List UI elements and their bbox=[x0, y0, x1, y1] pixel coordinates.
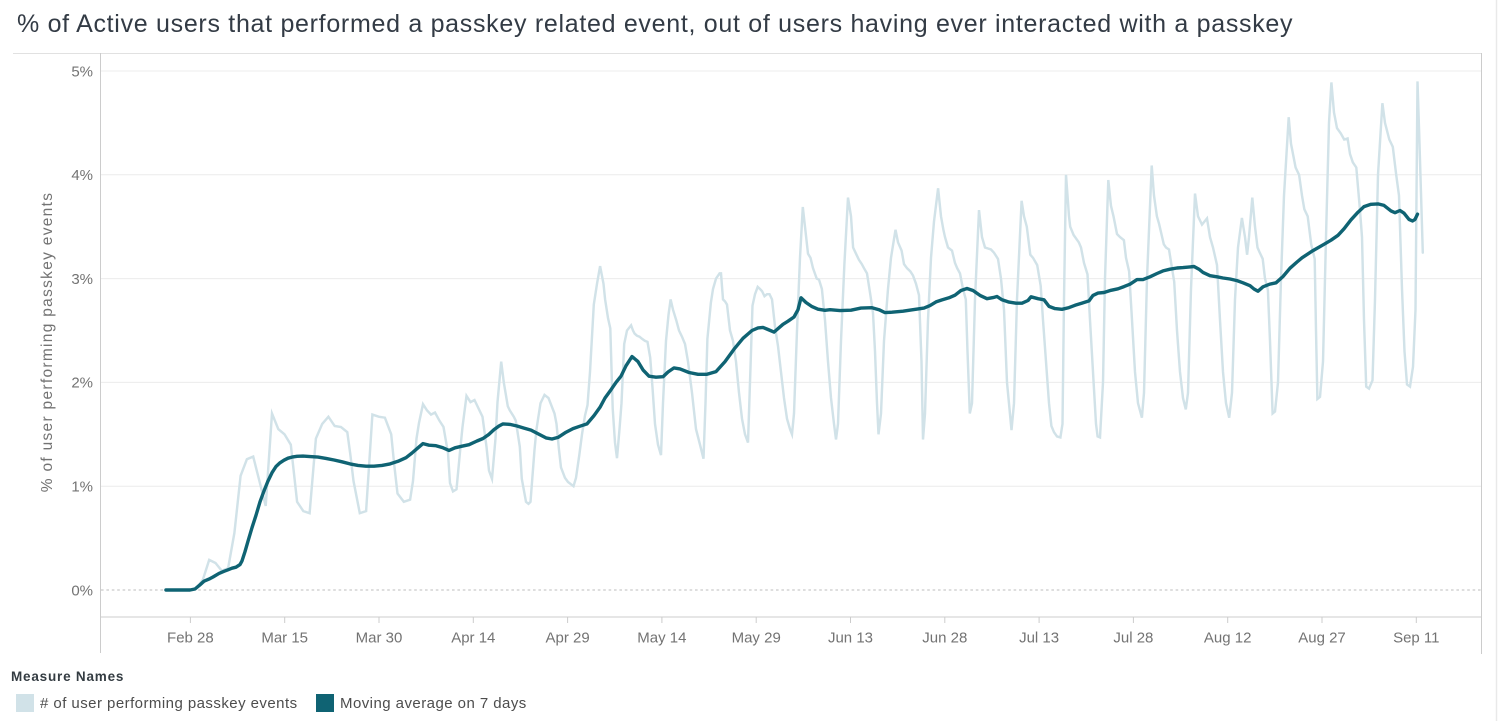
svg-text:1%: 1% bbox=[71, 479, 93, 496]
svg-text:Jun 28: Jun 28 bbox=[922, 629, 967, 646]
svg-text:Mar 15: Mar 15 bbox=[261, 629, 308, 646]
svg-text:Apr 29: Apr 29 bbox=[545, 629, 589, 646]
svg-text:Jun 13: Jun 13 bbox=[828, 629, 873, 646]
svg-text:Apr 14: Apr 14 bbox=[451, 629, 495, 646]
svg-text:Mar 30: Mar 30 bbox=[356, 629, 403, 646]
svg-text:2%: 2% bbox=[71, 375, 93, 392]
svg-text:5%: 5% bbox=[71, 63, 93, 80]
svg-text:Aug 12: Aug 12 bbox=[1204, 629, 1252, 646]
svg-text:% of Active users that perform: % of Active users that performed a passk… bbox=[17, 10, 1293, 38]
svg-text:May 14: May 14 bbox=[637, 629, 686, 646]
svg-text:3%: 3% bbox=[71, 271, 93, 288]
svg-text:Aug 27: Aug 27 bbox=[1298, 629, 1346, 646]
svg-text:Jul 13: Jul 13 bbox=[1019, 629, 1059, 646]
svg-text:0%: 0% bbox=[71, 582, 93, 599]
svg-text:Jul 28: Jul 28 bbox=[1113, 629, 1153, 646]
svg-text:May 29: May 29 bbox=[732, 629, 781, 646]
svg-text:% of user performing passkey e: % of user performing passkey events bbox=[39, 192, 56, 493]
svg-text:Sep 11: Sep 11 bbox=[1393, 629, 1439, 646]
svg-text:4%: 4% bbox=[71, 167, 93, 184]
svg-text:Measure Names: Measure Names bbox=[11, 669, 124, 684]
svg-text:Moving average on 7 days: Moving average on 7 days bbox=[340, 695, 527, 712]
svg-text:Feb 28: Feb 28 bbox=[167, 629, 214, 646]
svg-text:# of user performing passkey e: # of user performing passkey events bbox=[40, 695, 298, 712]
